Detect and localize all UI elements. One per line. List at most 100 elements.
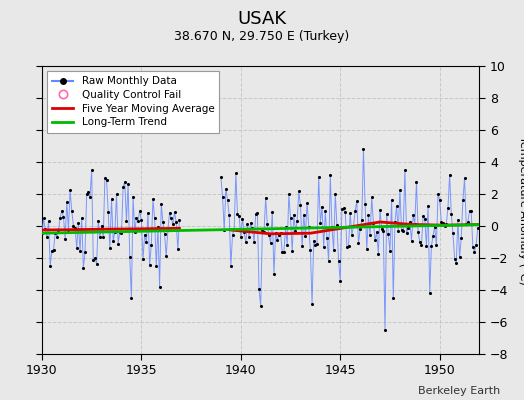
Point xyxy=(270,271,278,277)
Point xyxy=(377,226,386,232)
Point xyxy=(417,242,425,248)
Point xyxy=(442,221,451,227)
Point xyxy=(91,255,99,262)
Point xyxy=(273,236,281,243)
Point xyxy=(449,230,457,236)
Point xyxy=(458,197,467,204)
Point xyxy=(253,210,261,216)
Point xyxy=(376,206,384,213)
Point xyxy=(320,244,328,250)
Point xyxy=(146,262,154,268)
Point xyxy=(379,228,388,234)
Point xyxy=(359,146,368,152)
Point xyxy=(49,247,58,254)
Point xyxy=(392,203,401,210)
Point xyxy=(409,212,417,218)
Point xyxy=(173,246,182,252)
Point xyxy=(256,303,265,309)
Point xyxy=(340,205,348,212)
Point xyxy=(86,194,94,200)
Point xyxy=(396,187,404,193)
Point xyxy=(439,219,447,226)
Point xyxy=(341,208,350,215)
Point xyxy=(276,230,285,236)
Point xyxy=(323,235,331,242)
Point xyxy=(139,256,147,262)
Point xyxy=(350,223,358,229)
Point xyxy=(66,187,74,193)
Point xyxy=(156,284,164,290)
Point xyxy=(275,232,283,238)
Point xyxy=(46,262,54,269)
Point xyxy=(461,175,469,181)
Point xyxy=(54,227,63,234)
Point xyxy=(324,258,333,264)
Point xyxy=(425,290,434,296)
Point xyxy=(399,227,408,234)
Point xyxy=(369,220,378,226)
Point xyxy=(127,295,136,301)
Point xyxy=(429,232,437,239)
Point xyxy=(419,213,427,219)
Point xyxy=(150,215,159,221)
Point xyxy=(357,217,366,223)
Point xyxy=(391,219,399,225)
Point xyxy=(121,178,129,185)
Point xyxy=(394,228,402,235)
Point xyxy=(407,237,416,244)
Point xyxy=(363,246,371,252)
Text: USAK: USAK xyxy=(237,10,287,28)
Point xyxy=(427,243,435,249)
Point xyxy=(381,327,389,333)
Point xyxy=(56,215,64,221)
Point xyxy=(101,175,109,181)
Point xyxy=(102,177,111,183)
Point xyxy=(172,219,180,226)
Point xyxy=(48,247,56,254)
Point xyxy=(364,212,373,218)
Point xyxy=(298,243,307,250)
Point xyxy=(263,221,271,227)
Point xyxy=(367,194,376,200)
Point xyxy=(159,218,167,225)
Point xyxy=(351,208,359,214)
Point xyxy=(300,212,308,218)
Point xyxy=(114,240,122,247)
Point xyxy=(353,198,361,204)
Point xyxy=(106,245,114,252)
Point xyxy=(117,230,126,236)
Point xyxy=(290,211,298,218)
Point xyxy=(344,243,353,250)
Point xyxy=(452,260,461,266)
Point xyxy=(444,205,452,211)
Point xyxy=(252,211,260,218)
Point xyxy=(88,167,96,173)
Point xyxy=(336,278,344,284)
Point xyxy=(116,228,124,235)
Point xyxy=(230,226,238,232)
Point xyxy=(170,209,179,216)
Point xyxy=(314,174,323,180)
Point xyxy=(94,218,103,224)
Point xyxy=(261,194,270,201)
Point xyxy=(220,227,228,234)
Point xyxy=(169,221,177,227)
Point xyxy=(278,249,287,256)
Point xyxy=(411,221,419,227)
Point xyxy=(237,234,245,240)
Point xyxy=(435,197,444,203)
Point xyxy=(318,203,326,210)
Point xyxy=(140,232,149,238)
Point xyxy=(361,201,369,207)
Legend: Raw Monthly Data, Quality Control Fail, Five Year Moving Average, Long-Term Tren: Raw Monthly Data, Quality Control Fail, … xyxy=(47,71,220,132)
Point xyxy=(283,242,291,248)
Point xyxy=(432,242,441,248)
Point xyxy=(404,225,412,232)
Point xyxy=(247,220,255,226)
Point xyxy=(354,240,363,246)
Point xyxy=(373,229,381,235)
Point xyxy=(464,219,472,226)
Point xyxy=(162,253,170,259)
Point xyxy=(68,208,76,214)
Point xyxy=(389,295,398,301)
